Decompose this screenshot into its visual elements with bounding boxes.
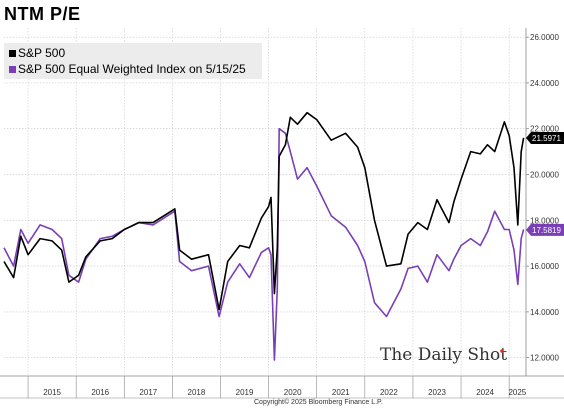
x-tick-label: 2022 — [380, 388, 398, 397]
y-axis: 12.0000 14.0000 16.0000 18.0000 20.0000 22.00… — [526, 33, 559, 363]
badge-shape — [526, 223, 564, 236]
legend-swatch-equal-weight — [9, 66, 16, 73]
grid-lines — [4, 28, 526, 376]
x-tick-label: 2018 — [188, 388, 206, 397]
y-tick-label: 20.0000 — [530, 171, 559, 180]
y-tick-label: 12.0000 — [530, 354, 559, 363]
series-layer — [3, 111, 525, 361]
x-tick-label: 2016 — [91, 388, 109, 397]
y-tick-label: 18.0000 — [530, 216, 559, 225]
x-tick-label: 2019 — [236, 388, 254, 397]
badge-label: 17.5819 — [532, 226, 561, 235]
series-line-sp500 — [3, 111, 525, 311]
x-tick-label: 2015 — [43, 388, 61, 397]
y-tick-label: 22.0000 — [530, 125, 559, 134]
watermark: The Daily Shot — [380, 345, 507, 365]
y-tick-label: 14.0000 — [530, 308, 559, 317]
badge-label: 21.5971 — [532, 134, 561, 143]
legend: S&P 500 S&P 500 Equal Weighted Index on 5… — [4, 43, 262, 79]
legend-label-sp500: S&P 500 — [18, 46, 65, 60]
last-value-badge-sp500: 21.5971 — [526, 131, 564, 144]
x-tick-label: 2020 — [284, 388, 302, 397]
x-axis: 2015 2016 2017 2018 2019 2020 2021 2022 2023 2024… — [27, 376, 527, 398]
legend-swatch-sp500 — [9, 50, 16, 57]
x-tick-label: 2021 — [332, 388, 350, 397]
badge-shape — [526, 131, 564, 144]
legend-box — [4, 43, 262, 79]
chart-title: NTM P/E — [4, 4, 81, 24]
x-tick-label: 2025 — [508, 388, 526, 397]
watermark-text: The Daily Shot — [380, 345, 507, 365]
x-tick-label: 2023 — [428, 388, 446, 397]
plot-frame — [0, 28, 564, 399]
y-tick-label: 16.0000 — [530, 262, 559, 271]
legend-label-equal-weight: S&P 500 Equal Weighted Index on 5/15/25 — [18, 62, 246, 76]
y-tick-label: 26.0000 — [530, 33, 559, 42]
y-tick-label: 24.0000 — [530, 79, 559, 88]
last-value-badges: 21.5971 17.5819 — [526, 131, 564, 236]
last-value-badge-equal-weight: 17.5819 — [526, 223, 564, 236]
x-tick-label: 2024 — [476, 388, 494, 397]
copyright-text: Copyright© 2025 Bloomberg Finance L.P. — [254, 398, 383, 406]
watermark-dot — [500, 349, 504, 353]
x-tick-label: 2017 — [139, 388, 157, 397]
series-line-equal-weight — [3, 127, 525, 361]
